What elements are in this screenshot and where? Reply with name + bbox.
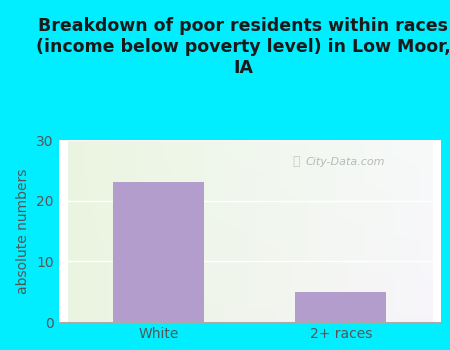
Text: Breakdown of poor residents within races
(income below poverty level) in Low Moo: Breakdown of poor residents within races…	[36, 18, 450, 77]
Bar	[295, 292, 387, 322]
Y-axis label: absolute numbers: absolute numbers	[17, 168, 31, 294]
Text: City-Data.com: City-Data.com	[306, 157, 385, 167]
Bar	[113, 182, 204, 322]
Text: ⓘ: ⓘ	[292, 155, 299, 168]
